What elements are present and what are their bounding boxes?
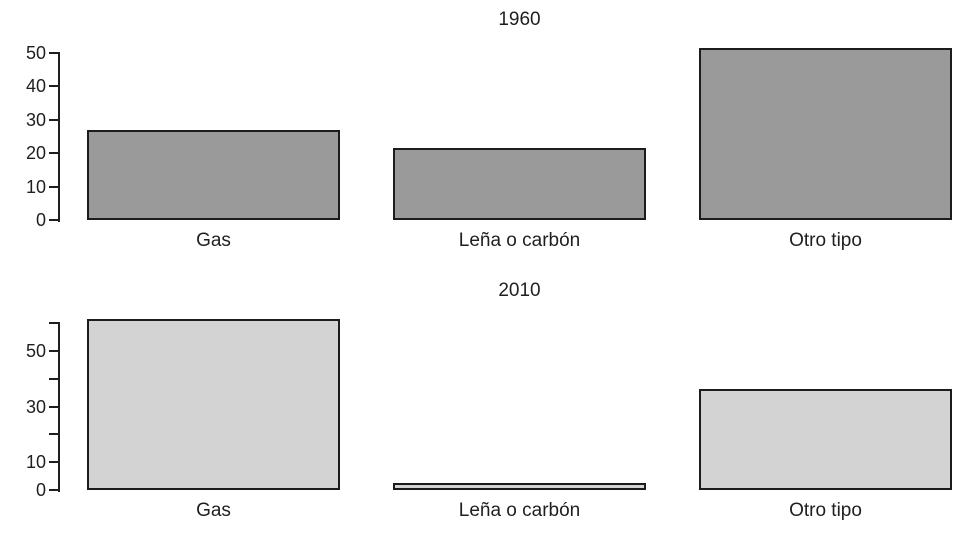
y-axis-tick xyxy=(49,85,58,87)
y-axis-tick xyxy=(49,489,58,491)
y-axis-tick xyxy=(49,461,58,463)
y-axis-tick-label: 0 xyxy=(35,480,46,500)
bar-gas xyxy=(87,319,340,490)
y-axis-tick-label: 30 xyxy=(25,397,46,417)
x-axis-category-label: Leña o carbón xyxy=(458,500,581,521)
y-axis-tick-label: 30 xyxy=(25,110,46,130)
bar-le-a-o-carb-n xyxy=(393,483,646,490)
bar-chart-1960: 1960 0 10 20 30 40 50 Gas Leña o carbón Otro tipo xyxy=(0,0,961,266)
bar-otro-tipo xyxy=(699,48,952,220)
x-axis-category-label: Otro tipo xyxy=(789,230,862,251)
y-axis-tick xyxy=(49,119,58,121)
y-axis-tick-label: 10 xyxy=(25,177,46,197)
chart-title: 2010 xyxy=(498,280,541,301)
y-axis-tick xyxy=(49,219,58,221)
x-axis-category-label: Otro tipo xyxy=(789,500,862,521)
y-axis-tick-label: 20 xyxy=(25,143,46,163)
y-axis-line xyxy=(58,322,60,492)
x-axis-category-label: Gas xyxy=(196,230,231,251)
x-axis-category-label: Leña o carbón xyxy=(458,230,581,251)
y-axis-tick xyxy=(49,433,58,435)
bar-otro-tipo xyxy=(699,389,952,490)
y-axis-tick xyxy=(49,350,58,352)
y-axis-tick-label: 50 xyxy=(25,43,46,63)
y-axis-tick-label: 0 xyxy=(35,210,46,230)
y-axis-tick-label: 50 xyxy=(25,341,46,361)
y-axis-tick xyxy=(49,406,58,408)
y-axis-tick xyxy=(49,152,58,154)
x-axis-category-label: Gas xyxy=(196,500,231,521)
bar-chart-2010: 2010 0 10 30 50 Gas Leña o carbón Otro tipo xyxy=(0,266,961,532)
y-axis-line xyxy=(58,52,60,222)
y-axis-tick-label: 10 xyxy=(25,452,46,472)
y-axis-tick xyxy=(49,52,58,54)
y-axis-tick-label: 40 xyxy=(25,76,46,96)
y-axis-tick xyxy=(49,186,58,188)
bar-le-a-o-carb-n xyxy=(393,148,646,220)
chart-title: 1960 xyxy=(498,9,541,30)
y-axis-tick xyxy=(49,322,58,324)
bar-gas xyxy=(87,130,340,220)
y-axis-tick xyxy=(49,378,58,380)
